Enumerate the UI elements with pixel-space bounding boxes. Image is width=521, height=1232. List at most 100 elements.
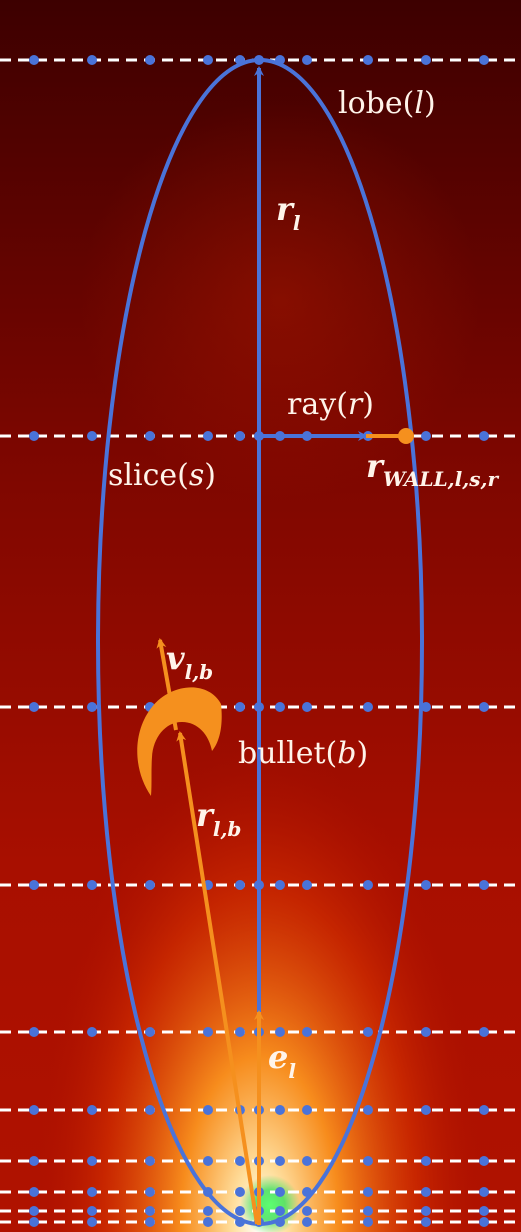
sample-dot: [479, 1156, 489, 1166]
sample-dot: [235, 1187, 245, 1197]
sample-dot: [275, 1105, 285, 1115]
sample-dot: [203, 1206, 213, 1216]
sample-dot: [275, 1206, 285, 1216]
wall-point: [398, 428, 414, 444]
label-r-bullet: rl,b: [196, 796, 241, 841]
sample-dot: [302, 1217, 312, 1227]
sample-dot: [203, 1027, 213, 1037]
sample-dot: [87, 1105, 97, 1115]
sample-dot: [363, 702, 373, 712]
sample-dot: [235, 880, 245, 890]
label-e-lobe: el: [268, 1038, 296, 1083]
sample-dot: [29, 431, 39, 441]
sample-dot: [363, 1156, 373, 1166]
sample-dot: [145, 1187, 155, 1197]
sample-dot: [29, 1217, 39, 1227]
sample-dot: [29, 1027, 39, 1037]
label-ray: ray(r): [287, 387, 374, 422]
sample-dot: [235, 1027, 245, 1037]
sample-dot: [421, 1217, 431, 1227]
sample-dot: [421, 55, 431, 65]
sample-dot: [235, 1156, 245, 1166]
sample-dot: [203, 431, 213, 441]
sample-dot: [363, 1027, 373, 1037]
sample-dot: [421, 431, 431, 441]
sample-dot: [145, 1217, 155, 1227]
sample-dot: [145, 1206, 155, 1216]
sample-dot: [421, 1187, 431, 1197]
sample-dot: [29, 880, 39, 890]
sample-dot: [29, 1105, 39, 1115]
sample-dot: [302, 880, 312, 890]
sample-dot: [302, 55, 312, 65]
sample-dot: [29, 1187, 39, 1197]
sample-dot: [275, 1027, 285, 1037]
sample-dot: [302, 1206, 312, 1216]
sample-dot: [363, 55, 373, 65]
sample-dot: [479, 702, 489, 712]
label-v-bullet: vl,b: [166, 639, 213, 684]
sample-dot: [87, 431, 97, 441]
sample-dot: [275, 1156, 285, 1166]
sample-dot: [421, 880, 431, 890]
sample-dot: [479, 55, 489, 65]
sample-dot: [421, 1105, 431, 1115]
sample-dot: [421, 1206, 431, 1216]
label-r-wall: rWALL,l,s,r: [366, 447, 499, 491]
sample-dot: [29, 55, 39, 65]
sample-dot: [363, 1105, 373, 1115]
sample-dot: [421, 1156, 431, 1166]
sample-dot: [302, 1156, 312, 1166]
sample-dot: [235, 1206, 245, 1216]
sample-dot: [363, 1187, 373, 1197]
sample-dot: [363, 1206, 373, 1216]
sample-dot: [235, 702, 245, 712]
bullet-position-arrow: [176, 731, 259, 1225]
label-slice: slice(s): [108, 458, 216, 493]
sample-dot: [363, 880, 373, 890]
sample-dot: [302, 702, 312, 712]
sample-dot: [145, 1105, 155, 1115]
sample-dot: [421, 1027, 431, 1037]
sample-dot: [145, 55, 155, 65]
sample-dot: [87, 880, 97, 890]
label-bullet: bullet(b): [238, 736, 368, 771]
sample-dot: [203, 1156, 213, 1166]
sample-dot: [479, 1217, 489, 1227]
sample-dot: [203, 55, 213, 65]
sample-dot: [87, 1027, 97, 1037]
sample-dot: [275, 1187, 285, 1197]
sample-dot: [145, 431, 155, 441]
sample-dot: [302, 1105, 312, 1115]
sample-dot: [479, 1187, 489, 1197]
label-r-lobe: rl: [276, 190, 301, 235]
ray-sample-dots: [29, 55, 489, 1227]
sample-dot: [87, 1206, 97, 1216]
sample-dot: [421, 702, 431, 712]
sample-dot: [203, 1217, 213, 1227]
sample-dot: [363, 1217, 373, 1227]
sample-dot: [145, 1027, 155, 1037]
sample-dot: [29, 1206, 39, 1216]
sample-dot: [302, 1027, 312, 1037]
sample-dot: [203, 1105, 213, 1115]
sample-dot: [275, 880, 285, 890]
bullet-crescent: [137, 687, 222, 796]
sample-dot: [87, 702, 97, 712]
label-lobe: lobe(l): [338, 86, 436, 121]
sample-dot: [87, 1156, 97, 1166]
sample-dot: [275, 702, 285, 712]
sample-dot: [479, 1206, 489, 1216]
sample-dot: [145, 1156, 155, 1166]
sample-dot: [29, 1156, 39, 1166]
sample-dot: [87, 1217, 97, 1227]
sample-dot: [87, 55, 97, 65]
sample-dot: [479, 431, 489, 441]
sample-dot: [145, 880, 155, 890]
sample-dot: [29, 702, 39, 712]
sample-dot: [235, 431, 245, 441]
sample-dot: [87, 1187, 97, 1197]
sample-dot: [479, 880, 489, 890]
